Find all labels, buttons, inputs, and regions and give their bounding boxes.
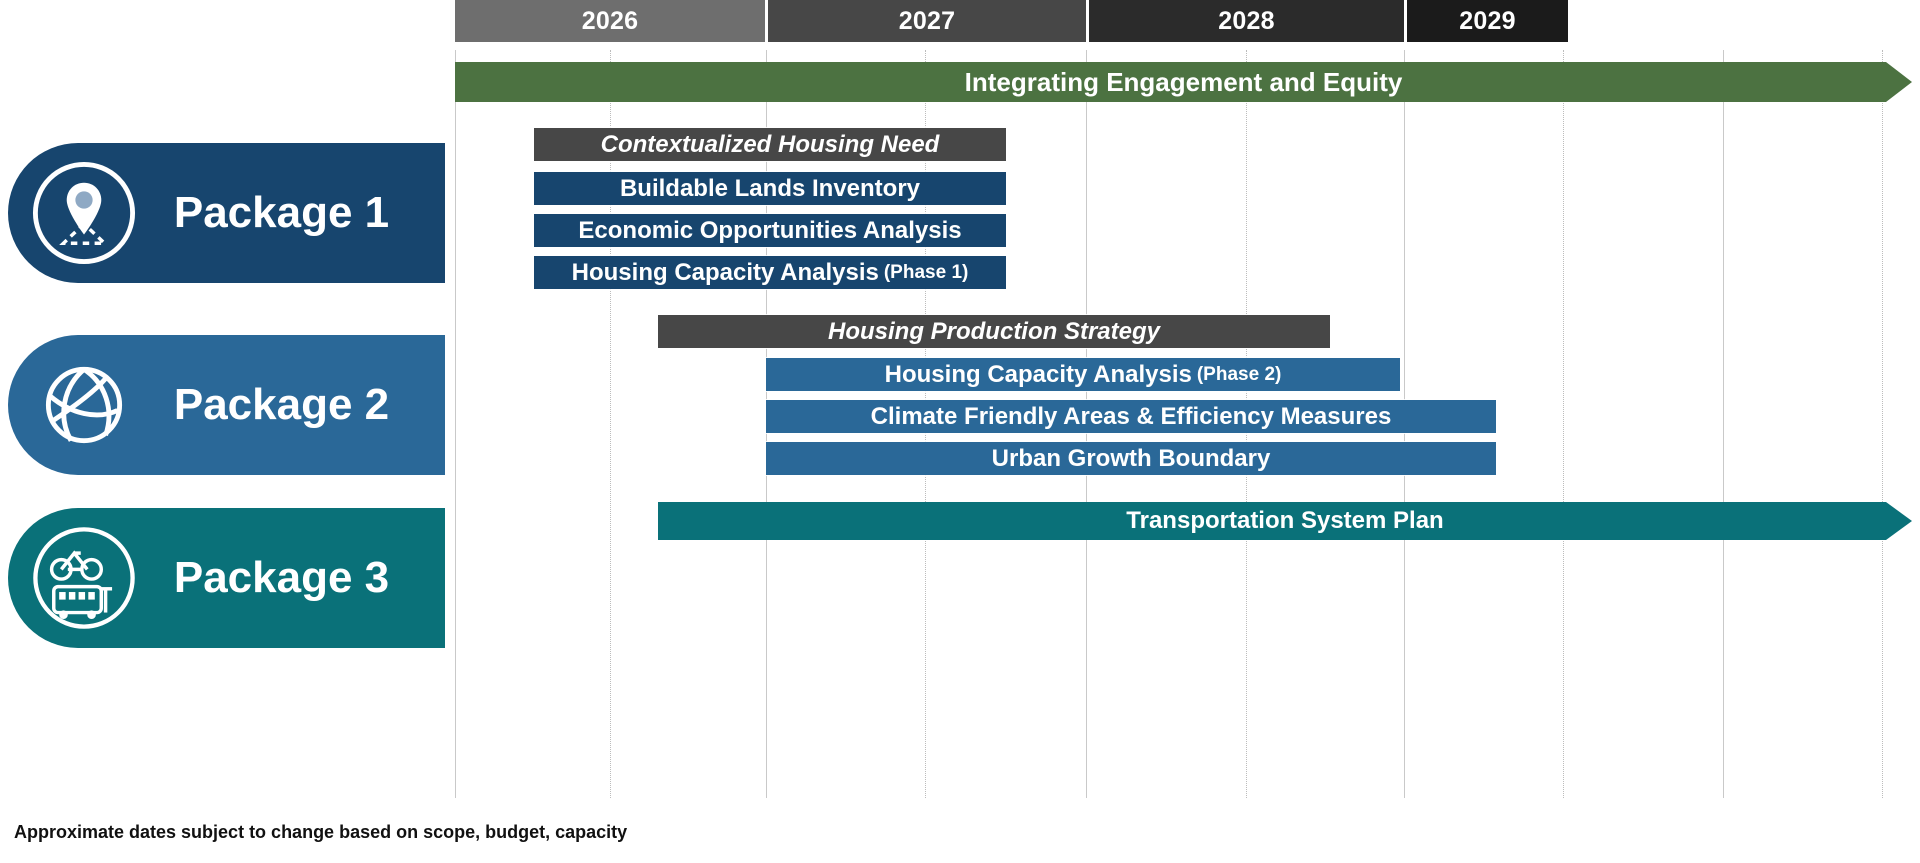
package-pill-3[interactable]: Package 3	[8, 508, 445, 648]
bar-package-1-4[interactable]: Housing Capacity Analysis (Phase 1)	[534, 256, 1006, 289]
bar-label: Climate Friendly Areas & Efficiency Meas…	[870, 402, 1392, 430]
gridline-1	[610, 50, 611, 798]
year-label: 2026	[581, 6, 639, 35]
bar-label: Housing Production Strategy	[827, 317, 1160, 345]
bike-bus-icon	[33, 527, 135, 629]
year-header-2028: 2028	[1089, 0, 1404, 42]
package-title: Package 1	[173, 188, 390, 237]
bar-sublabel: (Phase 1)	[883, 261, 969, 283]
bar-label: Buildable Lands Inventory	[619, 174, 921, 202]
bar-package-1-2[interactable]: Buildable Lands Inventory	[534, 172, 1006, 205]
gridline-8	[1723, 50, 1724, 798]
bar-label: Economic Opportunities Analysis	[578, 216, 962, 244]
year-header-2029: 2029	[1407, 0, 1568, 42]
package-title: Package 2	[173, 380, 390, 429]
bar-package-2-2[interactable]: Housing Capacity Analysis (Phase 2)	[766, 358, 1400, 391]
year-label: 2029	[1459, 6, 1516, 35]
year-header-2027: 2027	[768, 0, 1086, 42]
globe-icon	[30, 351, 138, 459]
bike-bus-icon	[30, 524, 138, 632]
footnote-text: Approximate dates subject to change base…	[14, 822, 628, 842]
year-label: 2028	[1218, 6, 1275, 35]
bar-package-1-3[interactable]: Economic Opportunities Analysis	[534, 214, 1006, 247]
bar-label: Transportation System Plan	[1126, 507, 1444, 534]
globe-icon	[45, 366, 123, 444]
bar-label: Contextualized Housing Need	[600, 130, 940, 158]
bar-label: Housing Capacity Analysis	[571, 258, 879, 286]
gridline-9	[1882, 50, 1883, 798]
bar-package-3-1[interactable]: Transportation System Plan	[658, 502, 1912, 540]
bar-sublabel: (Phase 2)	[1196, 363, 1282, 385]
year-header-2026: 2026	[455, 0, 765, 42]
bar-label: Urban Growth Boundary	[991, 444, 1271, 472]
package-pill-1[interactable]: Package 1	[8, 143, 445, 283]
gridline-7	[1563, 50, 1564, 798]
map-pin-icon	[32, 161, 136, 265]
bar-package-1-1[interactable]: Contextualized Housing Need	[534, 128, 1006, 161]
bar-label: Housing Capacity Analysis	[884, 360, 1192, 388]
bar-package-2-4[interactable]: Urban Growth Boundary	[766, 442, 1496, 475]
package-title: Package 3	[173, 553, 390, 602]
bar-package-2-1[interactable]: Housing Production Strategy	[658, 315, 1330, 348]
package-pill-2[interactable]: Package 2	[8, 335, 445, 475]
year-label: 2027	[898, 6, 956, 35]
map-pin-icon	[30, 159, 138, 267]
bar-label: Integrating Engagement and Equity	[964, 67, 1403, 97]
bar-package-2-3[interactable]: Climate Friendly Areas & Efficiency Meas…	[766, 400, 1496, 433]
gridline-0	[455, 50, 456, 798]
banner-integrating-engagement-equity[interactable]: Integrating Engagement and Equity	[455, 62, 1912, 102]
